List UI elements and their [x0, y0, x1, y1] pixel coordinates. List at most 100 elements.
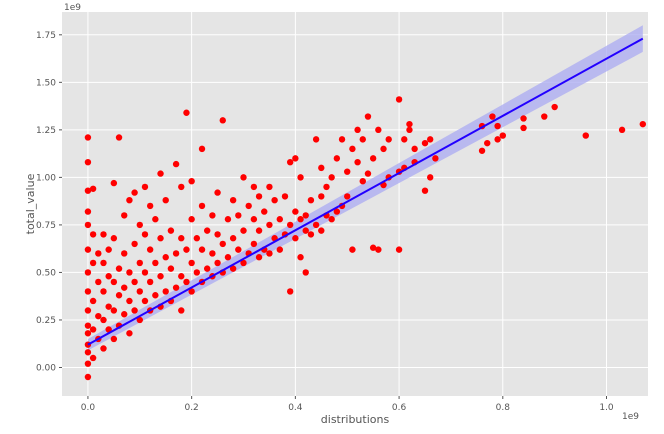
- data-point: [323, 183, 330, 191]
- data-point: [178, 235, 185, 242]
- data-point: [131, 240, 138, 248]
- data-point: [354, 158, 361, 166]
- data-point: [141, 183, 149, 191]
- data-point: [618, 126, 626, 134]
- data-point: [84, 373, 92, 381]
- data-point: [110, 235, 118, 242]
- data-point: [84, 158, 92, 166]
- data-point: [214, 231, 221, 238]
- data-point: [266, 250, 273, 257]
- data-point: [245, 202, 252, 210]
- data-point: [478, 147, 486, 154]
- data-point: [338, 136, 346, 143]
- data-point: [421, 187, 429, 194]
- data-point: [224, 254, 232, 261]
- data-point: [198, 246, 206, 253]
- data-point: [178, 183, 185, 191]
- data-point: [255, 254, 263, 261]
- data-point: [297, 174, 304, 181]
- data-point: [110, 179, 118, 187]
- data-point: [89, 297, 97, 305]
- data-point: [302, 269, 309, 276]
- data-point: [188, 288, 195, 295]
- data-point: [84, 360, 92, 367]
- y-axis-multiplier: 1e9: [64, 3, 81, 13]
- data-point: [121, 212, 128, 219]
- data-point: [318, 193, 325, 200]
- data-point: [152, 259, 159, 267]
- data-point: [209, 212, 216, 219]
- y-tick-label: 1.00: [36, 173, 56, 183]
- data-point: [369, 155, 377, 162]
- data-point: [204, 265, 211, 272]
- data-point: [136, 288, 143, 295]
- data-point: [188, 216, 195, 223]
- data-point: [84, 208, 92, 215]
- data-point: [136, 316, 143, 324]
- x-tick-label: 0.6: [392, 403, 407, 413]
- data-point: [375, 126, 382, 134]
- y-tick-label: 1.25: [36, 126, 56, 136]
- data-point: [401, 136, 408, 143]
- y-tick-label: 0.25: [36, 316, 56, 326]
- x-axis-ticks: 0.0 0.2 0.4 0.6 0.8 1.0: [81, 396, 614, 413]
- data-point: [131, 307, 138, 314]
- data-point: [292, 155, 299, 162]
- data-point: [193, 235, 201, 242]
- data-point: [307, 231, 315, 238]
- data-point: [432, 155, 439, 162]
- data-point: [89, 231, 97, 238]
- data-point: [551, 103, 558, 111]
- data-point: [89, 354, 97, 362]
- data-point: [229, 265, 237, 272]
- data-point: [411, 145, 418, 153]
- data-point: [520, 115, 527, 122]
- data-point: [255, 227, 263, 234]
- data-point: [426, 136, 434, 143]
- data-point: [426, 174, 434, 181]
- data-point: [292, 208, 299, 215]
- y-tick-label: 1.50: [36, 78, 56, 88]
- data-point: [318, 164, 325, 172]
- data-point: [84, 246, 92, 253]
- data-point: [188, 259, 195, 267]
- y-tick-label: 0.50: [36, 268, 56, 278]
- data-point: [219, 240, 226, 248]
- data-point: [157, 170, 164, 177]
- data-point: [105, 273, 112, 280]
- data-point: [359, 177, 366, 185]
- data-point: [110, 307, 118, 314]
- data-point: [172, 160, 180, 168]
- data-point: [172, 250, 180, 257]
- data-point: [395, 96, 403, 103]
- y-tick-label: 1.75: [36, 31, 56, 41]
- data-point: [349, 145, 356, 153]
- gridlines: [62, 12, 648, 396]
- data-point: [95, 278, 102, 286]
- data-point: [271, 196, 278, 204]
- data-point: [183, 246, 190, 253]
- data-point: [152, 292, 159, 299]
- data-point: [131, 278, 138, 286]
- data-point: [84, 322, 92, 329]
- data-point: [95, 312, 102, 320]
- data-point: [84, 187, 92, 194]
- data-point: [146, 202, 154, 210]
- x-tick-label: 0.8: [496, 403, 511, 413]
- data-point: [328, 174, 335, 181]
- data-point: [541, 113, 548, 120]
- data-point: [229, 196, 237, 204]
- data-point: [152, 216, 159, 223]
- x-tick-label: 0.4: [288, 403, 303, 413]
- y-axis-ticks: 0.00 0.25 0.50 0.75 1.00 1.25 1.50 1.75: [36, 31, 62, 373]
- data-point: [162, 288, 169, 295]
- data-point: [235, 246, 242, 253]
- data-point: [354, 126, 361, 134]
- data-point: [126, 269, 133, 276]
- data-point: [406, 120, 413, 128]
- data-point: [100, 231, 107, 238]
- data-point: [183, 278, 190, 286]
- data-point: [146, 278, 154, 286]
- data-point: [115, 292, 123, 299]
